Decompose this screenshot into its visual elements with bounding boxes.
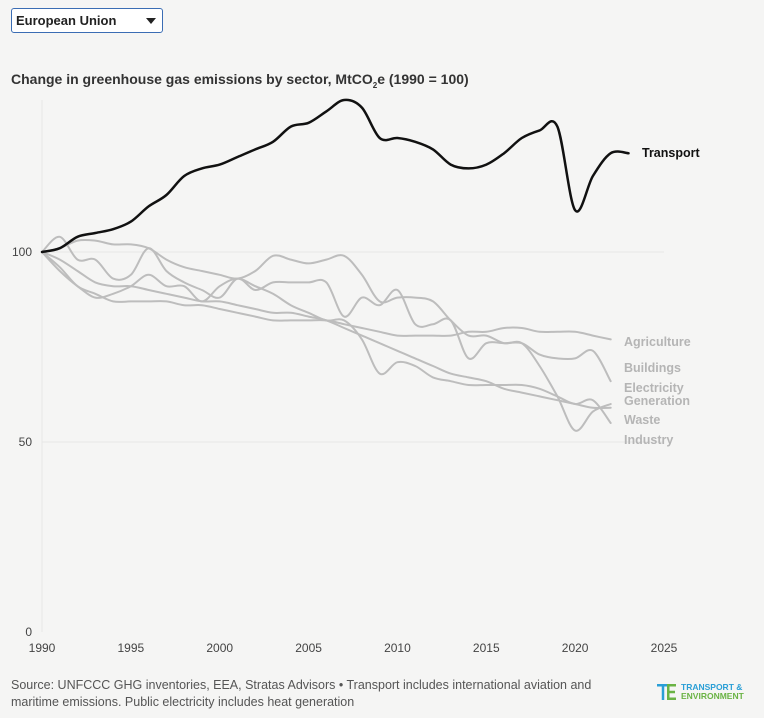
y-tick-label-50: 50 xyxy=(19,435,33,449)
te-logo: TRANSPORT & ENVIRONMENT xyxy=(657,682,744,702)
source-footnote: Source: UNFCCC GHG inventories, EEA, Str… xyxy=(11,678,592,709)
x-tick-label-2015: 2015 xyxy=(473,641,500,655)
series-label-industry: Industry xyxy=(624,433,673,447)
x-tick-label-2010: 2010 xyxy=(384,641,411,655)
x-tick-label-2000: 2000 xyxy=(206,641,233,655)
series-line-industry xyxy=(41,251,612,424)
te-logo-icon xyxy=(657,684,676,700)
series-label-electricity-generation: Electricity Generation xyxy=(624,381,690,408)
chart-title: Change in greenhouse gas emissions by se… xyxy=(11,71,469,90)
y-tick-label-100: 100 xyxy=(12,245,32,259)
region-select[interactable]: European Union xyxy=(11,8,163,33)
series-label-agriculture: Agriculture xyxy=(624,335,691,349)
series-line-electricity-generation xyxy=(41,238,612,432)
series-line-buildings xyxy=(41,235,612,383)
x-tick-label-2020: 2020 xyxy=(562,641,589,655)
x-tick-label-1995: 1995 xyxy=(118,641,145,655)
series-line-agriculture xyxy=(41,251,612,341)
series-label-buildings: Buildings xyxy=(624,361,681,375)
x-tick-label-2005: 2005 xyxy=(295,641,322,655)
series-line-transport xyxy=(40,98,630,254)
x-tick-label-2025: 2025 xyxy=(651,641,678,655)
chevron-down-icon xyxy=(146,17,156,24)
series-label-transport: Transport xyxy=(642,146,700,160)
series-label-waste: Waste xyxy=(624,413,660,427)
region-select-value: European Union xyxy=(16,13,117,28)
x-tick-label-1990: 1990 xyxy=(29,641,56,655)
te-logo-text: TRANSPORT & ENVIRONMENT xyxy=(681,682,744,701)
y-tick-label-0: 0 xyxy=(25,625,32,639)
